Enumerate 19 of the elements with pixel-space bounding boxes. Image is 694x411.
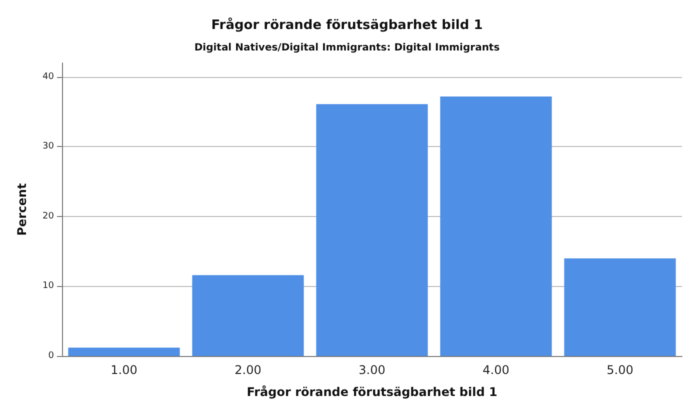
x-tick-label: 4.00: [482, 363, 510, 377]
bar: [316, 104, 428, 356]
x-axis-title: Frågor rörande förutsägbarhet bild 1: [246, 385, 498, 399]
y-axis-title: Percent: [15, 183, 29, 236]
y-tick-label: 10: [42, 281, 54, 292]
y-tick-label: 0: [48, 351, 54, 361]
x-tick-label: 5.00: [606, 363, 634, 377]
bar: [440, 96, 552, 356]
y-tick-label: 30: [42, 142, 54, 152]
bar: [68, 348, 180, 356]
x-tick-label: 2.00: [234, 363, 262, 377]
x-tick-label: 1.00: [110, 363, 138, 377]
bar: [564, 258, 676, 356]
chart-subtitle: Digital Natives/Digital Immigrants: Digital Immigrants: [194, 42, 500, 54]
y-tick-label: 20: [42, 211, 54, 222]
bar: [192, 275, 304, 356]
x-tick-label: 3.00: [358, 363, 386, 377]
y-tick-label: 40: [42, 72, 54, 82]
chart-title: Frågor rörande förutsägbarhet bild 1: [211, 17, 483, 33]
